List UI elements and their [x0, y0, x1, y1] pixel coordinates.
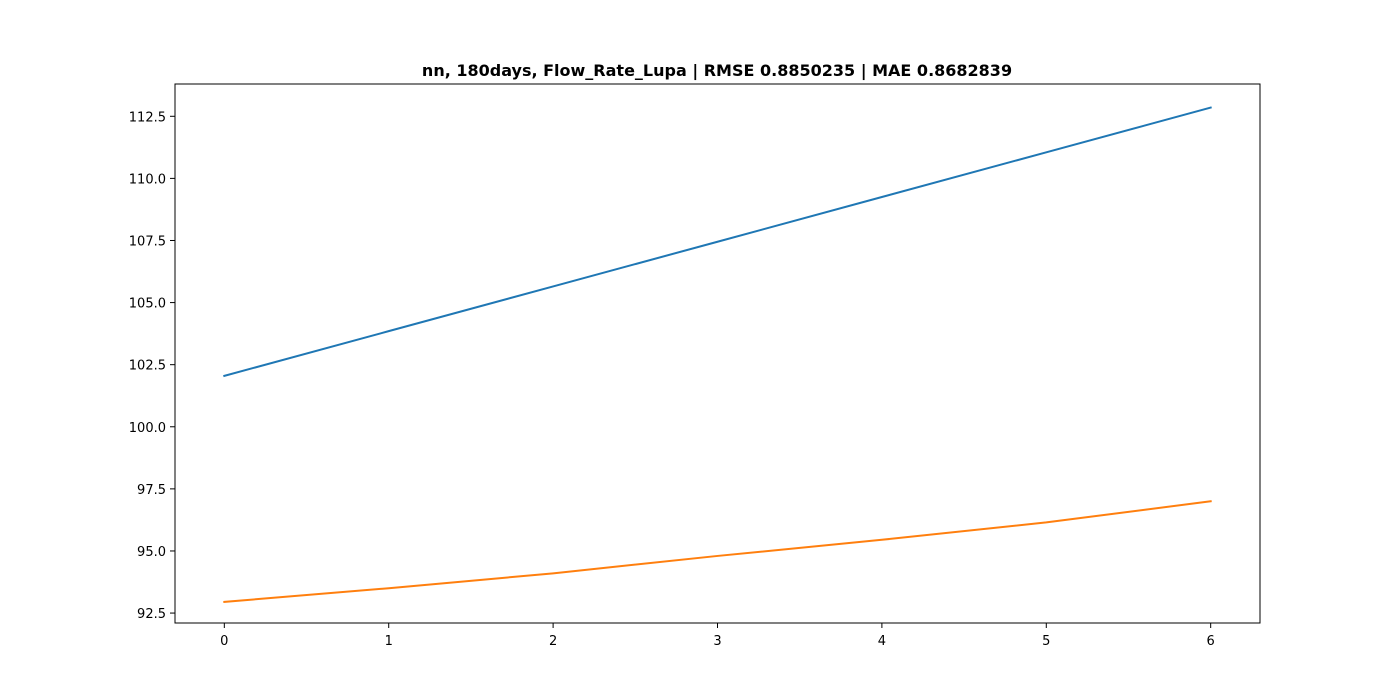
y-tick-label: 97.5	[137, 483, 166, 498]
x-tick-label: 2	[549, 634, 557, 649]
y-tick-label: 102.5	[129, 359, 166, 374]
y-tick-label: 112.5	[129, 110, 166, 125]
x-tick-label: 1	[385, 634, 393, 649]
y-tick-label: 100.0	[129, 421, 166, 436]
x-tick-label: 4	[878, 634, 886, 649]
y-tick-label: 105.0	[129, 297, 166, 312]
y-tick-label: 107.5	[129, 234, 166, 249]
x-tick-label: 3	[713, 634, 721, 649]
axes-frame	[174, 83, 1261, 624]
y-tick-label: 110.0	[129, 172, 166, 187]
y-axis-ticks: 92.5 95.0 97.5 100.0 102.5 105.0 107.5 110.0 112…	[129, 110, 175, 622]
y-tick-label: 95.0	[137, 545, 166, 560]
x-axis-ticks: 0 1 2 3 4 5 6	[220, 623, 1215, 649]
series-line-1	[223, 106, 1212, 378]
x-tick-label: 0	[220, 634, 228, 649]
series-layer	[223, 106, 1212, 603]
x-tick-label: 6	[1207, 634, 1215, 649]
y-tick-label: 92.5	[137, 607, 166, 622]
x-tick-label: 5	[1042, 634, 1050, 649]
chart-title: nn, 180days, Flow_Rate_Lupa | RMSE 0.885…	[422, 61, 1012, 81]
series-line-2	[223, 500, 1212, 603]
